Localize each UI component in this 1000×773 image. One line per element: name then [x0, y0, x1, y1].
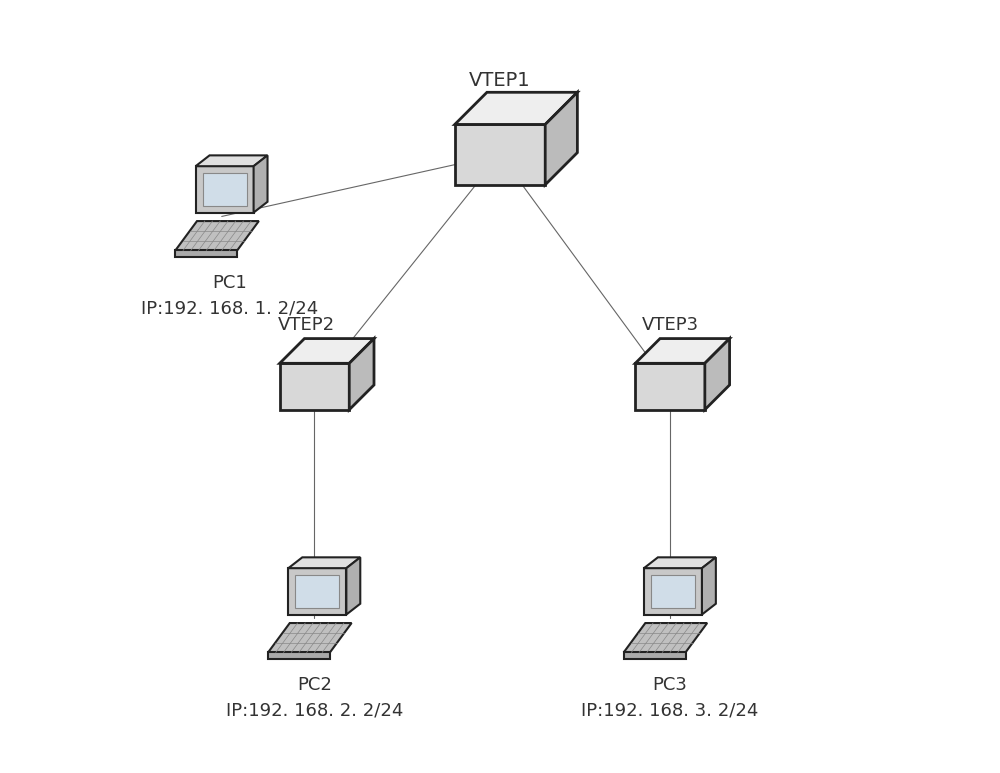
Text: PC2
IP:192. 168. 2. 2/24: PC2 IP:192. 168. 2. 2/24 — [226, 676, 403, 720]
Polygon shape — [702, 557, 716, 615]
Text: PC1
IP:192. 168. 1. 2/24: PC1 IP:192. 168. 1. 2/24 — [141, 274, 318, 318]
Polygon shape — [349, 339, 374, 410]
Polygon shape — [644, 568, 702, 615]
Polygon shape — [635, 339, 730, 363]
Polygon shape — [288, 568, 346, 615]
Text: VTEP3: VTEP3 — [641, 316, 699, 334]
Polygon shape — [203, 173, 247, 206]
Polygon shape — [455, 124, 545, 185]
Polygon shape — [624, 623, 707, 652]
Polygon shape — [280, 339, 374, 363]
Polygon shape — [635, 363, 705, 410]
Polygon shape — [705, 339, 730, 410]
Polygon shape — [295, 575, 339, 608]
Polygon shape — [288, 557, 360, 568]
Polygon shape — [545, 92, 577, 185]
Polygon shape — [268, 652, 330, 659]
Text: VTEP2: VTEP2 — [278, 316, 335, 334]
Polygon shape — [175, 250, 237, 257]
Polygon shape — [254, 155, 268, 213]
Text: VTEP1: VTEP1 — [469, 71, 531, 90]
Polygon shape — [196, 155, 268, 166]
Text: PC3
IP:192. 168. 3. 2/24: PC3 IP:192. 168. 3. 2/24 — [581, 676, 759, 720]
Polygon shape — [624, 652, 686, 659]
Polygon shape — [651, 575, 695, 608]
Polygon shape — [455, 92, 577, 124]
Polygon shape — [196, 166, 254, 213]
Polygon shape — [280, 363, 349, 410]
Polygon shape — [175, 221, 259, 250]
Polygon shape — [346, 557, 360, 615]
Polygon shape — [268, 623, 352, 652]
Polygon shape — [644, 557, 716, 568]
